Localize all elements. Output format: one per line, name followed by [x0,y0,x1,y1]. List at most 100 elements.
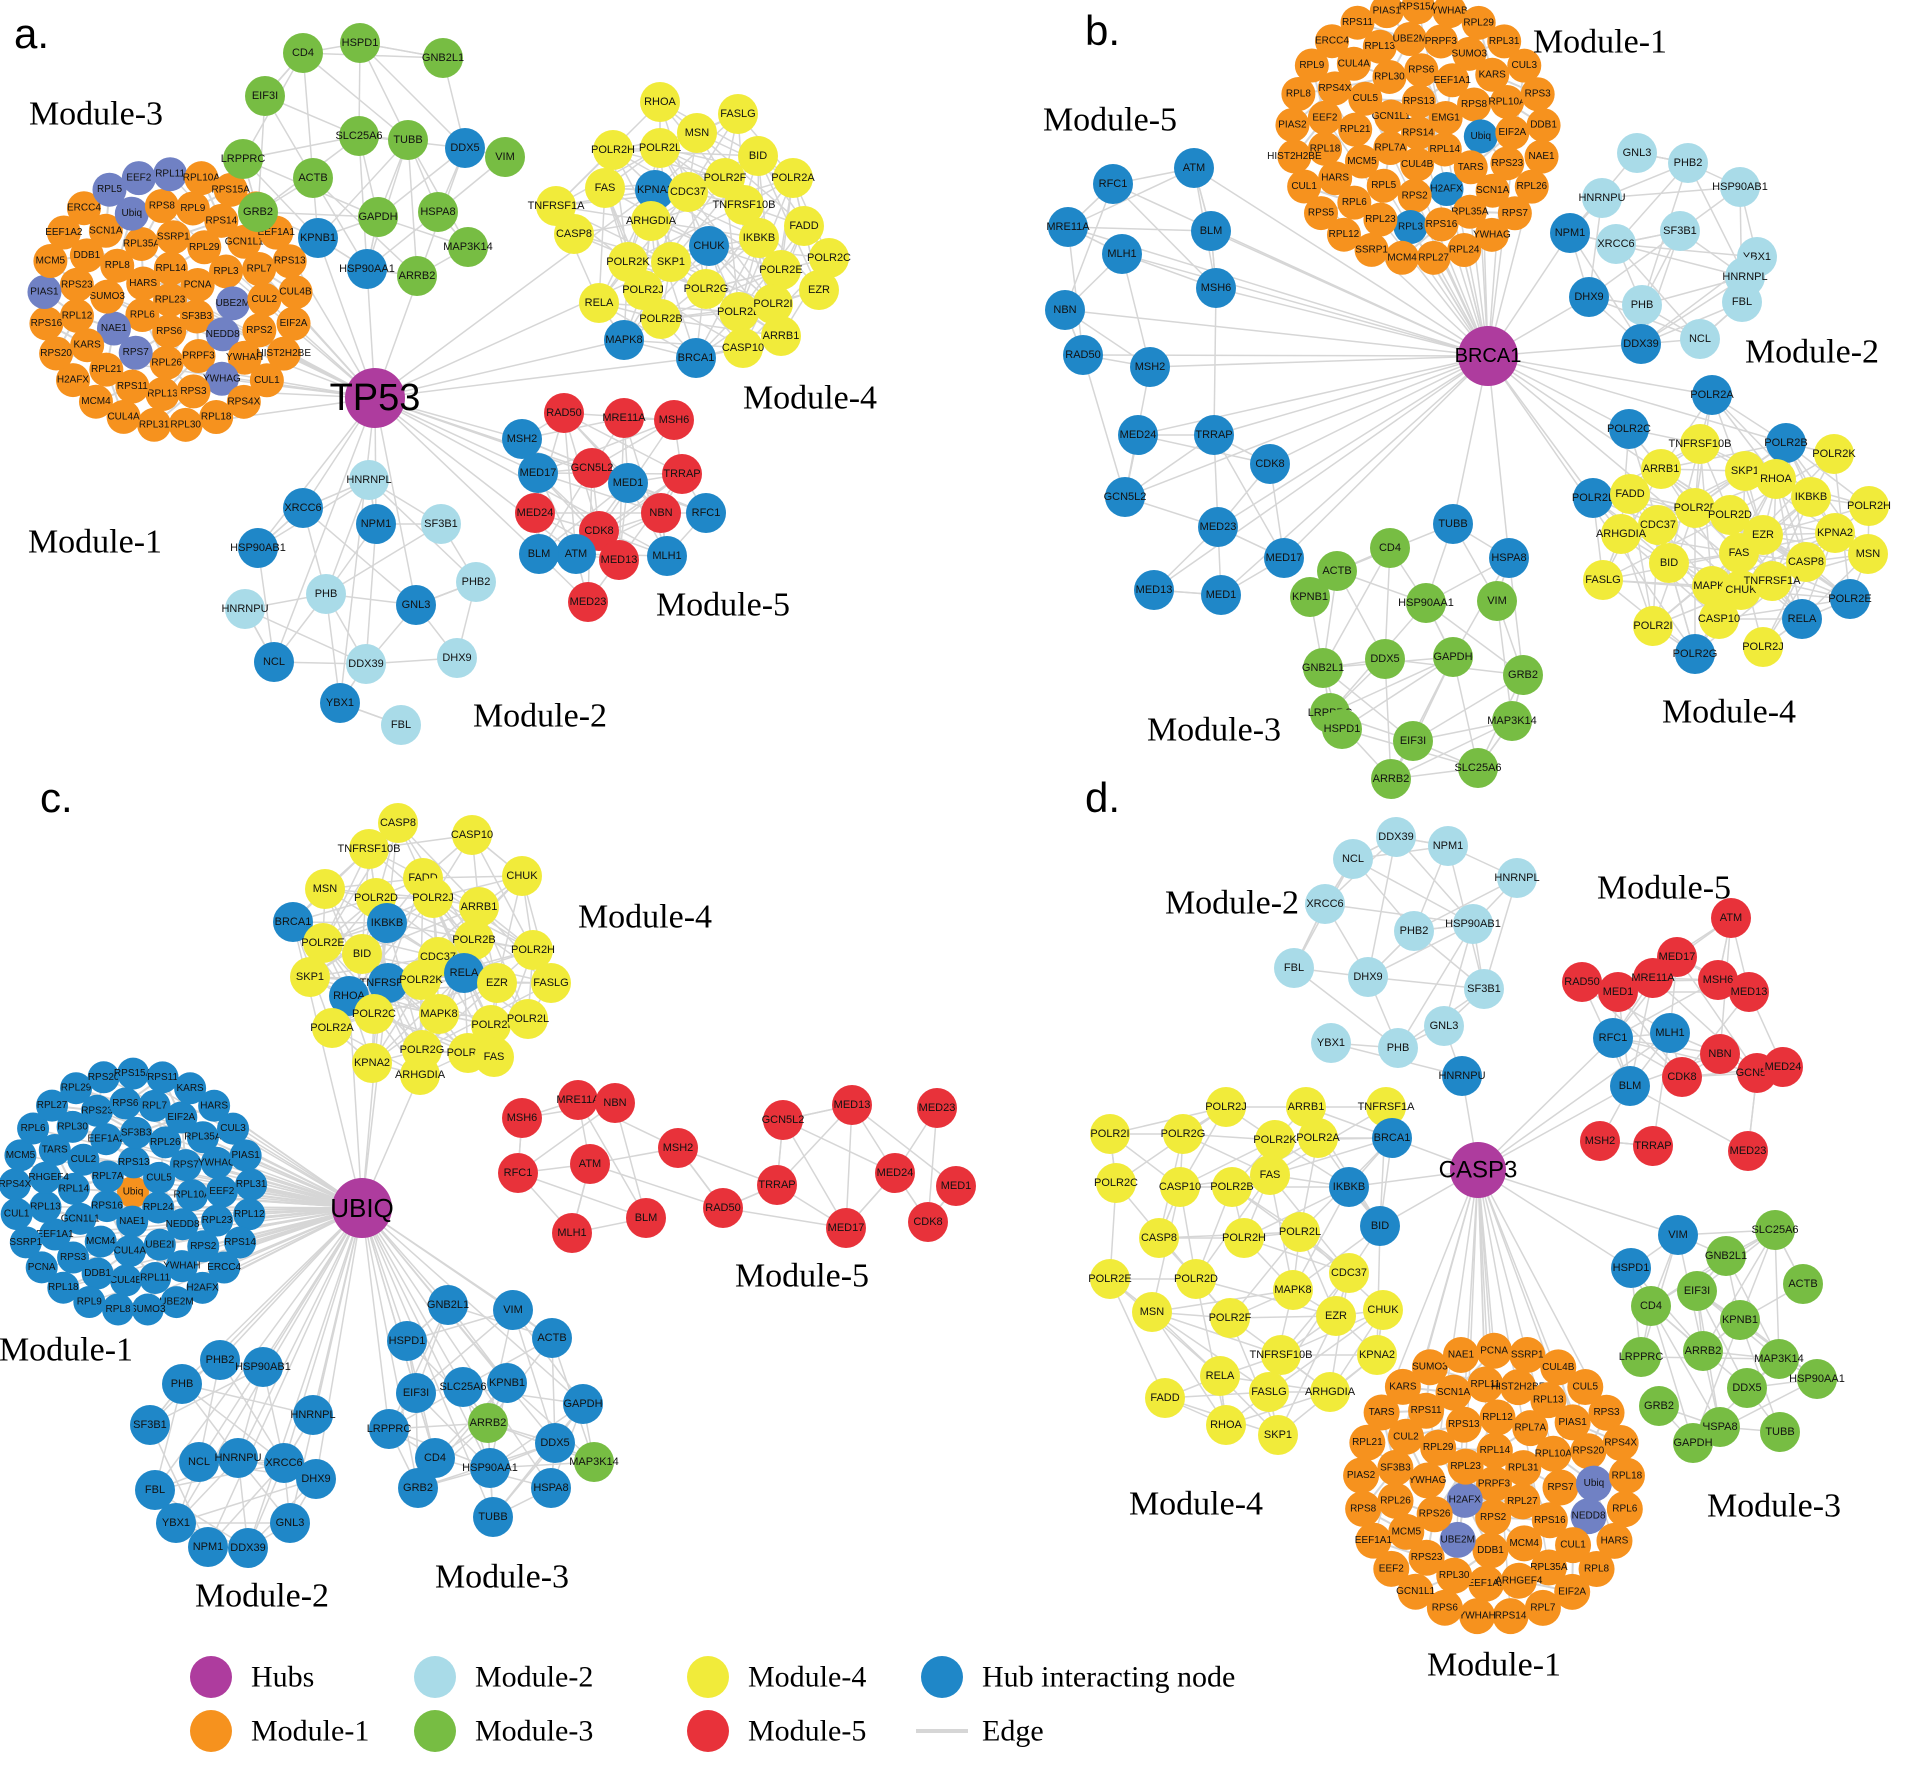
hub-edge [1210,230,1489,357]
node-RPL27 [1416,240,1451,275]
node-RELA [1782,599,1822,639]
node-RPS14 [224,1226,257,1259]
legend-swatch-module-2 [414,1656,456,1698]
node-label-MRE11A: MRE11A [602,412,646,424]
node-POLR2B [1212,1167,1252,1207]
node-EZR [1316,1296,1356,1336]
panel-b: RPS14 RPL14 CUL4B RPL7A GCN1L1 RPS13 EMG1 H2AFX… [1043,0,1891,799]
node-label-RPL7: RPL7 [247,264,272,275]
node-label-BID: BID [1660,557,1678,569]
node-label-KPNB1: KPNB1 [1722,1314,1758,1326]
node-MLH1 [1650,1013,1690,1053]
node-label-CUL4A: CUL4A [1338,58,1371,69]
node-RHOA [1206,1405,1246,1445]
node-label-IKBKB: IKBKB [743,232,775,244]
node-KARS [1384,1368,1421,1405]
node-SKP1 [651,242,691,282]
node-label-EEF1A2: EEF1A2 [88,1134,126,1145]
legend-swatch-hubs [190,1656,232,1698]
module-label-module-1: Module-1 [1533,24,1667,61]
node-MED17 [518,453,558,493]
node-label-KARS: KARS [1479,69,1507,80]
edge [577,1099,647,1219]
node-MCM5 [1344,144,1379,179]
edge [1687,162,1746,278]
node-MAP3K14 [448,227,488,267]
node-label-SLC25A6: SLC25A6 [439,1381,486,1393]
node-FAS [474,1037,514,1077]
node-UBE2M [215,286,250,321]
node-RPL10A [176,1179,209,1212]
hub-edge [257,397,376,549]
node-label-MCM5: MCM5 [6,1150,36,1161]
node-label-SCN1A: SCN1A [89,225,123,236]
node-YWHAB [1432,0,1467,29]
node-label-RPS20: RPS20 [40,348,72,359]
node-label-HIST2H2BE: HIST2H2BE [1267,151,1322,162]
node-label-PHB: PHB [315,588,338,600]
node-label-RHOA: RHOA [1760,473,1792,485]
node-MRE11A [1048,207,1088,247]
node-RPL7A [1373,131,1408,166]
node-DHX9 [1569,277,1609,317]
node-Ubiq [117,1176,149,1208]
node-RPL14 [1476,1432,1513,1469]
node-RPL12 [233,1198,266,1231]
hub-edge [1124,355,1489,498]
node-CUL5 [1348,81,1383,116]
node-TNFRSF1A [1752,561,1792,601]
node-label-FASLG: FASLG [533,977,568,989]
nodes-layer: RPS14 RPL14 CUL4B RPL7A GCN1L1 RPS13 EMG1 H2AFX… [1045,0,1891,799]
node-label-LRPPRC: LRPPRC [1619,1351,1664,1363]
node-label-EZR: EZR [486,977,508,989]
node-MAPK8 [419,994,459,1034]
node-label-RPL35A: RPL35A [184,1132,222,1143]
legend-swatch-module-3 [414,1710,456,1752]
node-label-POLR2E: POLR2E [759,264,802,276]
node-RAD50 [1063,335,1103,375]
node-label-RPL24: RPL24 [1449,245,1480,256]
node-label-BID: BID [1371,1220,1389,1232]
node-label-RPL10A: RPL10A [1489,97,1527,108]
node-label-POLR2D: POLR2D [717,306,761,318]
hub-edge [1217,355,1489,528]
node-label-MED23: MED23 [1200,521,1237,533]
node-RPS11 [146,1061,179,1094]
node-label-PCNA: PCNA [184,279,212,290]
node-label-CD4: CD4 [1640,1300,1662,1312]
node-RPL26 [1514,169,1549,204]
edge [1067,167,1195,228]
node-label-RPL3: RPL3 [1398,222,1423,233]
node-label-POLR2F: POLR2F [1209,1312,1252,1324]
node-Ubiq [114,196,149,231]
node-label-DDB1: DDB1 [74,250,101,261]
node-label-CUL4B: CUL4B [1542,1362,1575,1373]
node-YBX1 [156,1503,196,1543]
node-label-NCL: NCL [1342,853,1364,865]
node-GAPDH [1673,1423,1713,1463]
node-FADD [1610,474,1650,514]
module-label-module-5: Module-5 [1043,102,1177,139]
node-label-ARRB1: ARRB1 [461,901,498,913]
node-Ubiq [1463,119,1498,154]
node-label-ARRB1: ARRB1 [1288,1101,1325,1113]
node-label-MED23: MED23 [1730,1145,1767,1157]
nodes-layer: UbiqRPL24NAE1RPS16RPL7ARPS13CUL5UBE2ICUL… [0,803,976,1568]
node-label-RPS3: RPS3 [60,1252,87,1263]
node-FBL [381,705,421,745]
node-label-CDK8: CDK8 [584,525,613,537]
node-label-VIM: VIM [503,1304,523,1316]
module-label-module-1: Module-1 [1427,1647,1561,1684]
node-ATM [570,1144,610,1184]
node-label-H2AFX: H2AFX [1449,1494,1482,1505]
node-POLR2K [401,960,441,1000]
edge [1660,442,1787,470]
node-RPL24 [142,1191,175,1224]
node-label-CASP10: CASP10 [451,829,493,841]
hub-edge [374,189,656,399]
node-POLR2I [1633,606,1673,646]
node-TRRAP [1194,415,1234,455]
node-label-SSRP1: SSRP1 [1511,1350,1544,1361]
hub-edge [361,1207,584,1405]
node-label-CASP10: CASP10 [722,342,764,354]
